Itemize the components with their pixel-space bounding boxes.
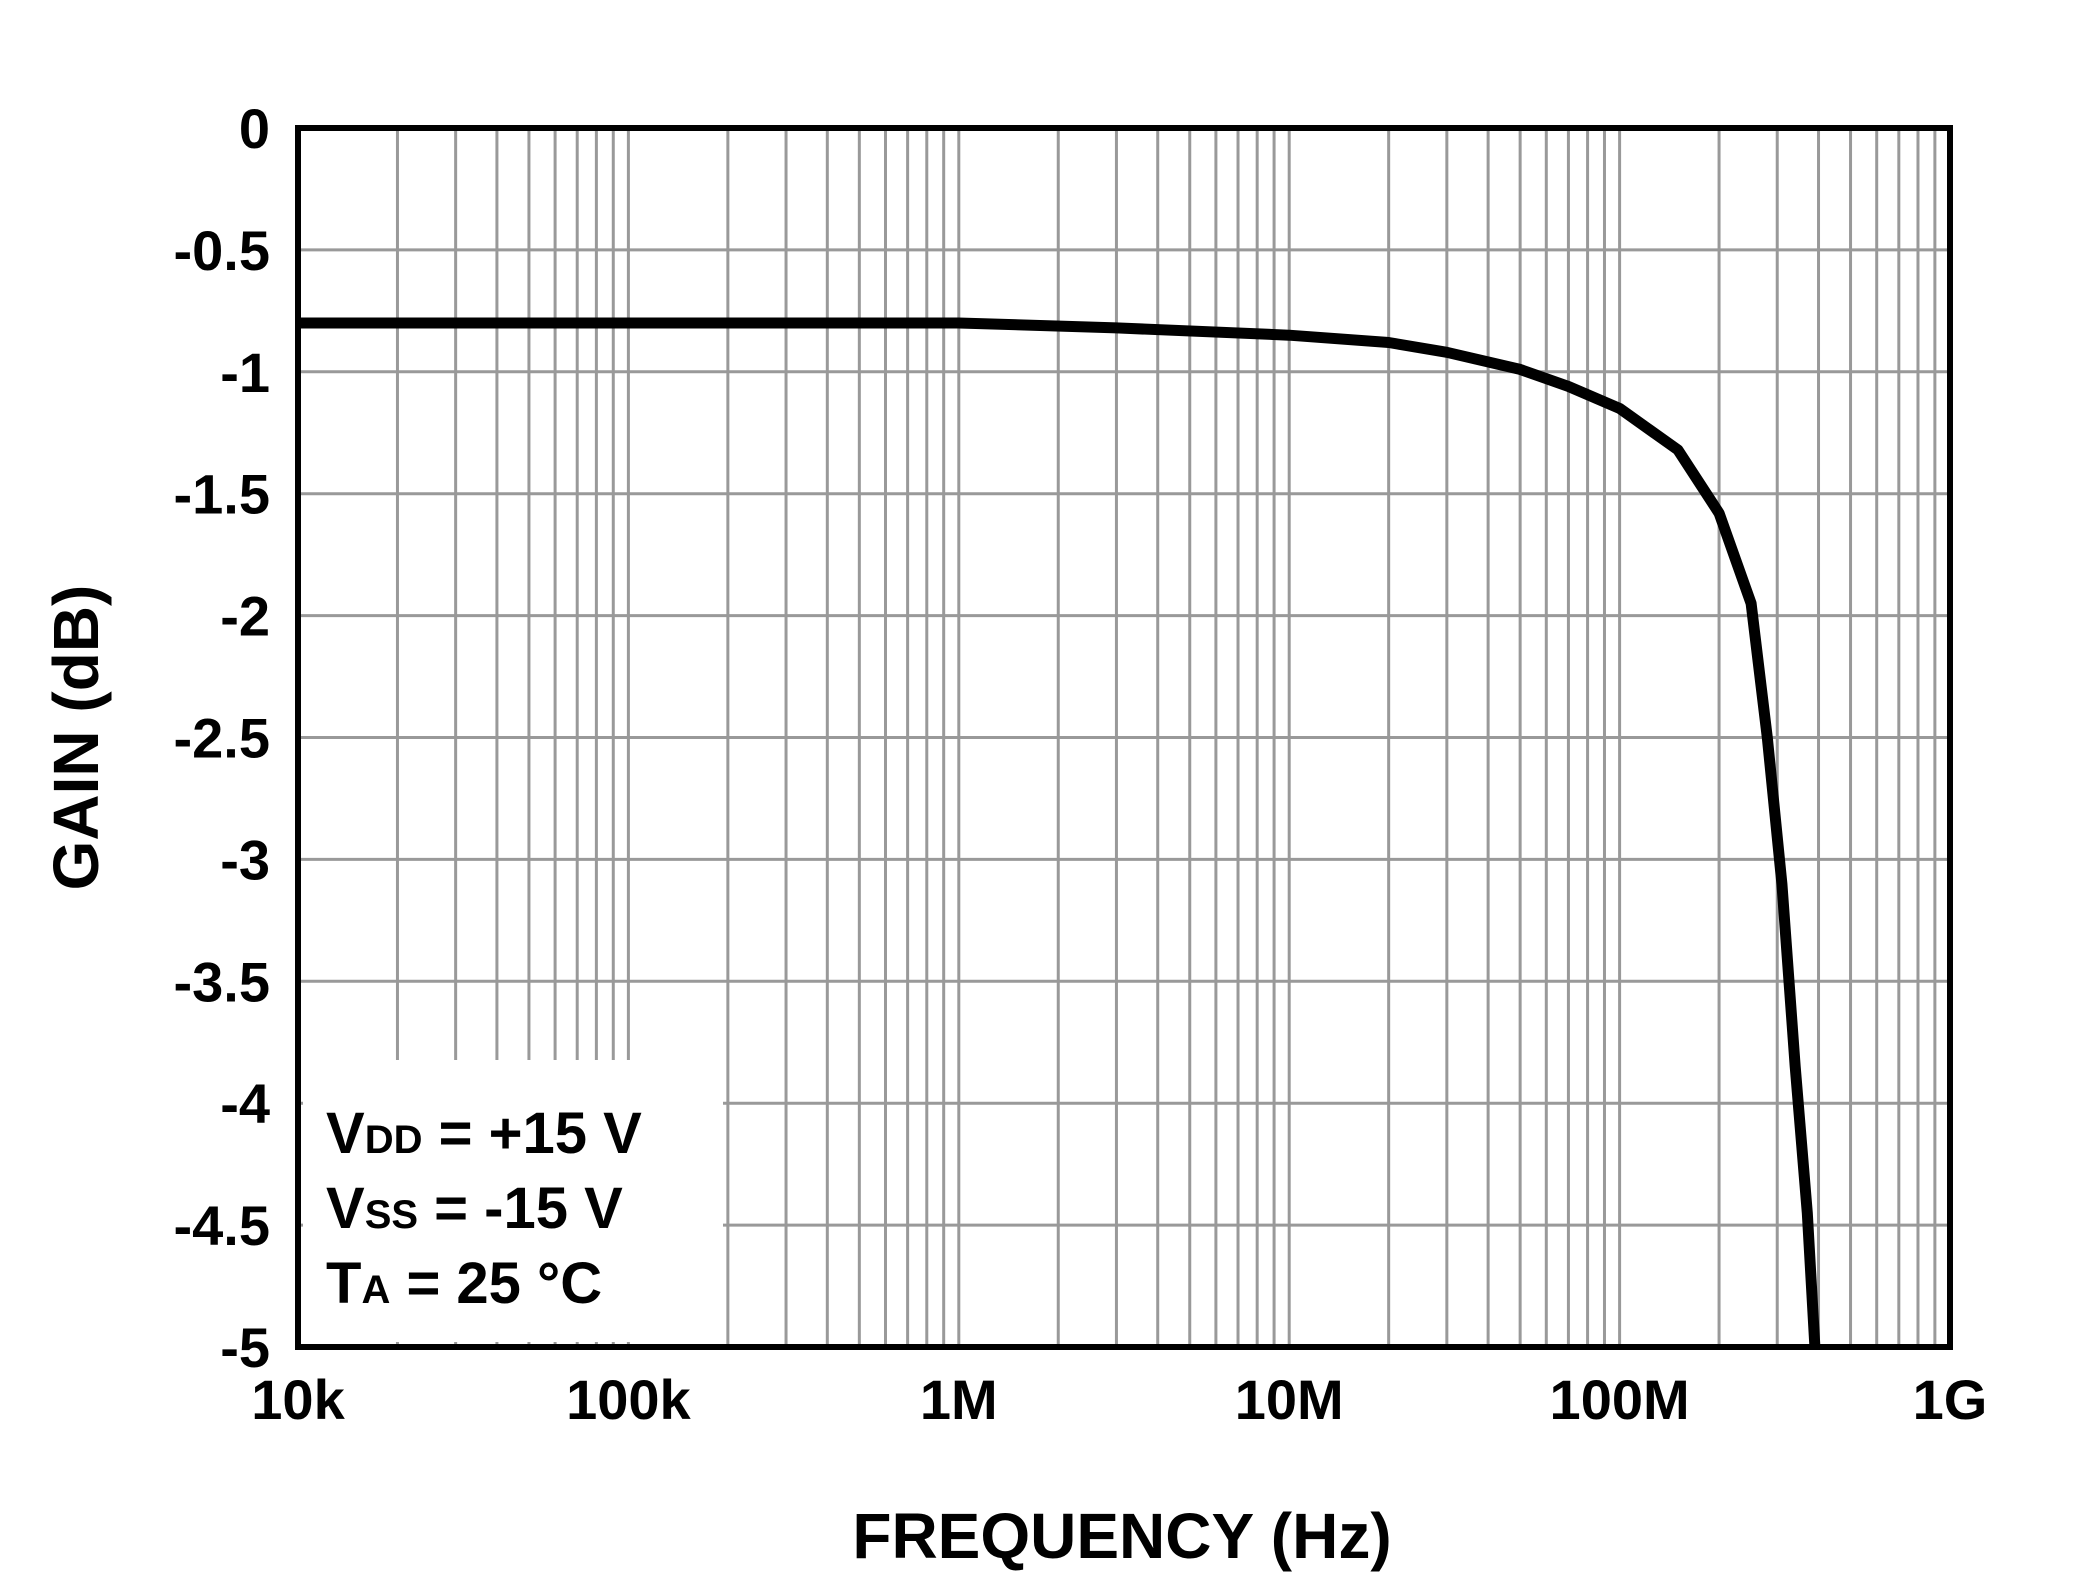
x-tick-label: 100M [1550,1368,1690,1431]
x-tick-label: 10k [251,1368,345,1431]
x-tick-label: 100k [566,1368,691,1431]
plot-frame [295,125,1953,1350]
series-group [298,317,1821,1348]
x-tick-label: 10M [1235,1368,1344,1431]
x-tick-labels: 10k 100k 1M 10M 100M 1G [251,1368,1987,1431]
y-tick-label: 0 [239,97,270,160]
y-tick-label: -1 [220,341,270,404]
condition-line: TA = 25 °C [326,1251,602,1316]
x-axis-title: FREQUENCY (Hz) [852,1500,1391,1572]
condition-line: VDD = +15 V [326,1101,642,1166]
annotation-background [303,1060,723,1342]
y-tick-label: -2 [220,585,270,648]
y-tick-label: -0.5 [174,219,271,282]
y-axis-title: GAIN (dB) [40,585,112,891]
x-tick-label: 1G [1913,1368,1988,1431]
y-tick-labels: 0 -0.5 -1 -1.5 -2 -2.5 -3 -3.5 -4 -4.5 -5 [174,97,271,1379]
y-tick-label: -5 [220,1316,270,1379]
series-line [298,317,1821,1348]
y-tick-label: -2.5 [174,707,271,770]
y-tick-label: -4.5 [174,1194,271,1257]
y-tick-label: -3 [220,828,270,891]
y-tick-label: -3.5 [174,950,271,1013]
x-tick-label: 1M [920,1368,998,1431]
y-tick-label: -4 [220,1072,270,1135]
conditions-annotation: VDD = +15 V VSS = -15 V TA = 25 °C [326,1101,642,1316]
condition-line: VSS = -15 V [326,1176,623,1241]
y-tick-label: -1.5 [174,463,271,526]
